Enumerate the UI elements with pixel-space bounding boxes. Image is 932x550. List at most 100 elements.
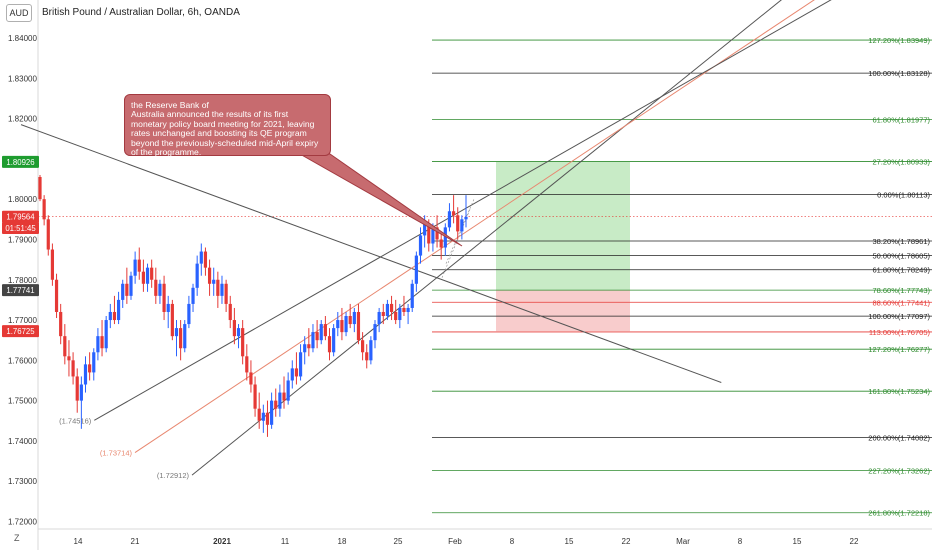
candle-body bbox=[63, 336, 67, 357]
trendline bbox=[191, 0, 782, 476]
candle-body bbox=[290, 368, 294, 381]
candle-body bbox=[315, 332, 319, 341]
candle-body bbox=[464, 216, 468, 220]
candle-body bbox=[59, 311, 63, 337]
candle-body bbox=[460, 219, 464, 232]
candle-body bbox=[439, 239, 443, 248]
x-tick-label: 15 bbox=[565, 537, 574, 546]
fibonacci-extension: 127.20%(1.83949) 100.00%(1.83128) 61.80%(1… bbox=[38, 36, 932, 518]
zoom-button[interactable]: Z bbox=[14, 533, 20, 543]
candle-body bbox=[137, 259, 141, 272]
candle-body bbox=[67, 356, 71, 361]
y-tick-label: 1.78000 bbox=[8, 276, 37, 285]
candle-body bbox=[423, 223, 427, 236]
candle-body bbox=[145, 267, 150, 284]
candle-body bbox=[369, 340, 373, 361]
y-tick-label: 1.76000 bbox=[8, 356, 37, 365]
y-tick-label: 1.79000 bbox=[8, 235, 37, 244]
x-tick-label: 8 bbox=[738, 537, 743, 546]
candle-body bbox=[356, 311, 361, 341]
fib-level-label: 161.80%(1.75234) bbox=[868, 387, 930, 396]
trendlines: (1.72912) (1.73714) (1.74516) bbox=[20, 0, 832, 480]
mini-channel-line bbox=[445, 199, 475, 264]
candle-body bbox=[414, 255, 418, 284]
currency-selector[interactable]: AUD bbox=[6, 4, 32, 22]
fib-level-label: 0.00%(1.80113) bbox=[877, 191, 930, 200]
y-tick-label: 1.74000 bbox=[8, 437, 37, 446]
candle-body bbox=[125, 283, 129, 296]
fib-level-label: 261.80%(1.72218) bbox=[868, 509, 930, 518]
candle-body bbox=[154, 279, 158, 296]
x-tick-label: 18 bbox=[338, 537, 347, 546]
time-axis: 14 21 2021 11 18 25 Feb 8 15 22 Mar 8 15 22 bbox=[74, 537, 859, 546]
price-axis: 1.840001.830001.820001.810001.800001.790… bbox=[8, 34, 37, 527]
chart-title: British Pound / Australian Dollar, 6h, O… bbox=[42, 7, 240, 18]
candle-body bbox=[253, 384, 257, 409]
candle-body bbox=[104, 320, 108, 349]
x-tick-label: 22 bbox=[622, 537, 631, 546]
candle-body bbox=[327, 336, 332, 353]
candle-body bbox=[216, 279, 220, 296]
candle-body bbox=[332, 328, 336, 353]
candle-body bbox=[179, 328, 183, 349]
candle-body bbox=[431, 227, 435, 244]
candle-body bbox=[220, 283, 224, 296]
candle-body bbox=[187, 303, 191, 325]
candle-body bbox=[249, 372, 253, 385]
candle-body bbox=[377, 311, 381, 325]
x-tick-label: 15 bbox=[793, 537, 802, 546]
fib-level-label: 27.20%(1.80933) bbox=[872, 158, 930, 167]
mini-channel-line bbox=[441, 209, 471, 278]
candle-body bbox=[121, 283, 125, 300]
candle-body bbox=[348, 316, 352, 325]
candle-body bbox=[150, 267, 154, 280]
fib-level-label: 61.80%(1.81977) bbox=[872, 116, 930, 125]
price-badge-label: 01:51:45 bbox=[5, 224, 36, 233]
loss-zone bbox=[496, 290, 630, 332]
candle-body bbox=[224, 283, 228, 304]
candle-body bbox=[274, 400, 278, 409]
candle-body bbox=[385, 303, 390, 317]
candle-body bbox=[50, 249, 55, 280]
fib-level-label: 127.20%(1.83949) bbox=[868, 36, 930, 45]
x-tick-label: 2021 bbox=[213, 537, 231, 546]
candle-body bbox=[92, 352, 96, 373]
candle-body bbox=[303, 344, 307, 353]
fib-level-label: 88.60%(1.77441) bbox=[872, 298, 930, 307]
candle-body bbox=[116, 299, 121, 321]
price-badges: 1.80926 1.79564 01:51:45 1.77741 1.76725 bbox=[2, 155, 39, 338]
candle-body bbox=[191, 287, 195, 304]
x-tick-label: Mar bbox=[676, 537, 690, 546]
candle-body bbox=[170, 303, 174, 337]
candle-body bbox=[112, 311, 117, 321]
trendline-label: (1.73714) bbox=[100, 449, 133, 458]
candle-body bbox=[294, 368, 299, 377]
fib-level-label: 78.60%(1.77743) bbox=[872, 286, 930, 295]
candle-body bbox=[261, 412, 265, 421]
x-tick-label: 14 bbox=[74, 537, 83, 546]
candle-body bbox=[352, 311, 356, 325]
candle-body bbox=[381, 311, 385, 317]
y-tick-label: 1.75000 bbox=[8, 397, 37, 406]
candle-body bbox=[207, 267, 212, 284]
annotation-callout[interactable]: the Reserve Bank of Australia announced … bbox=[124, 94, 331, 157]
candle-body bbox=[174, 328, 179, 337]
candle-body bbox=[83, 364, 88, 385]
candle-body bbox=[100, 336, 104, 349]
y-tick-label: 1.72000 bbox=[8, 518, 37, 527]
y-tick-label: 1.83000 bbox=[8, 74, 37, 83]
price-badge bbox=[2, 155, 39, 168]
profit-zone bbox=[496, 161, 630, 291]
price-badge bbox=[2, 284, 39, 297]
candle-body bbox=[54, 279, 59, 312]
candle-body bbox=[199, 251, 203, 264]
candle-body bbox=[212, 279, 216, 284]
candle-body bbox=[456, 215, 460, 232]
candle-body bbox=[398, 307, 402, 321]
price-badge-label: 1.77741 bbox=[6, 286, 34, 295]
candle-body bbox=[236, 328, 241, 337]
candle-body bbox=[228, 303, 232, 321]
candle-body bbox=[336, 320, 340, 329]
fib-level-label: 200.00%(1.74082) bbox=[868, 434, 930, 443]
